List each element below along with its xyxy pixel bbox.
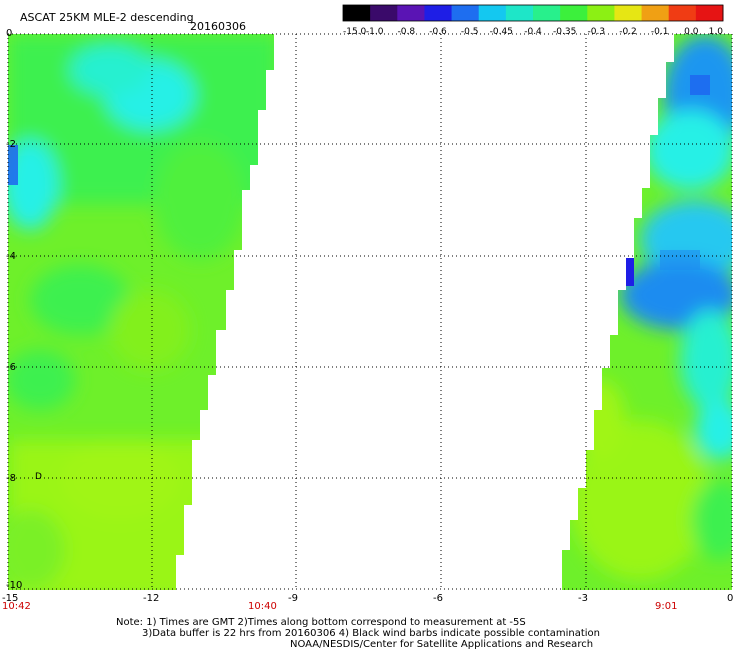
colorbar-swatch <box>560 5 588 21</box>
colorbar-label: -0.45 <box>490 27 513 37</box>
colorbar-swatch <box>451 5 480 21</box>
colorbar-label: -0.2 <box>619 27 637 37</box>
colorbar-swatch <box>695 5 724 21</box>
wind-marker: D <box>35 472 42 482</box>
colorbar-swatch <box>587 5 615 21</box>
colorbar-swatch <box>370 5 398 21</box>
x-label-3: -6 <box>433 593 443 604</box>
x-label-5: 0 <box>727 593 733 604</box>
colorbar-swatch <box>343 5 371 21</box>
x-label-1: -12 <box>143 593 159 604</box>
x-axis-labels: -15 -12 -9 -6 -3 0 <box>2 593 733 604</box>
colorbar-label: -0.3 <box>588 27 606 37</box>
colorbar-swatch <box>397 5 425 21</box>
date: 20160306 <box>190 20 246 33</box>
colorbar-label: -0.5 <box>461 27 479 37</box>
time-label-1: 10:40 <box>248 601 277 612</box>
x-label-2: -9 <box>288 593 298 604</box>
colorbar-label: -0.6 <box>429 27 447 37</box>
colorbar-label: -0.1 <box>651 27 669 37</box>
title: ASCAT 25KM MLE-2 descending <box>20 11 194 24</box>
colorbar: -15.0 -1.0 -0.8 -0.6 -0.5 -0.45 -0.4 -0.35 -0.3 -… <box>342 4 724 37</box>
colorbar-swatch <box>614 5 643 21</box>
colorbar-swatch <box>424 5 453 21</box>
footer-notes: Note: 1) Times are GMT 2)Times along bot… <box>116 617 600 650</box>
x-label-0: -15 <box>2 593 18 604</box>
west-swath <box>8 34 274 590</box>
y-label-0: 0 <box>6 28 12 39</box>
y-label-4: -8 <box>6 473 16 484</box>
y-label-2: -4 <box>6 251 16 262</box>
colorbar-label: -0.4 <box>524 27 542 37</box>
y-label-5: -10 <box>6 580 22 591</box>
colorbar-label: -1.0 <box>366 27 384 37</box>
y-axis-labels: 0 -2 -4 -6 -8 -10 <box>6 28 22 591</box>
colorbar-swatch <box>668 5 697 21</box>
footer-line-1: Note: 1) Times are GMT 2)Times along bot… <box>116 617 526 628</box>
footer-line-3: NOAA/NESDIS/Center for Satellite Applica… <box>290 639 593 650</box>
colorbar-swatch <box>505 5 534 21</box>
colorbar-label: 1.0 <box>709 27 724 37</box>
time-labels: 10:42 10:40 9:01 <box>2 601 677 612</box>
colorbar-label: 0.0 <box>684 27 699 37</box>
colorbar-label: -0.35 <box>553 27 576 37</box>
x-label-4: -3 <box>578 593 588 604</box>
colorbar-swatch <box>641 5 670 21</box>
time-label-0: 10:42 <box>2 601 31 612</box>
colorbar-label: -15.0 <box>343 27 367 37</box>
grid-lines <box>7 33 733 590</box>
time-label-2: 9:01 <box>655 601 677 612</box>
colorbar-label: -0.8 <box>398 27 416 37</box>
footer-line-2: 3)Data buffer is 22 hrs from 20160306 4)… <box>142 628 600 639</box>
colorbar-swatch <box>533 5 561 21</box>
east-swath <box>562 34 732 590</box>
colorbar-frame <box>342 4 724 22</box>
y-label-1: -2 <box>6 139 16 150</box>
colorbar-swatch <box>478 5 507 21</box>
y-label-3: -6 <box>6 362 16 373</box>
